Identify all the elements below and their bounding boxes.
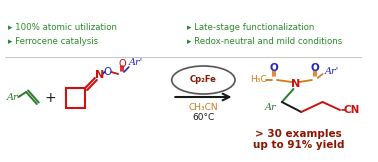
Text: ▸ Redox-neutral and mild conditions: ▸ Redox-neutral and mild conditions <box>187 37 342 46</box>
Text: Cp₂Fe: Cp₂Fe <box>190 75 217 85</box>
Text: N: N <box>291 79 300 89</box>
Text: Ar': Ar' <box>129 58 143 68</box>
Text: O: O <box>270 63 279 73</box>
Text: O: O <box>310 63 319 73</box>
Text: ▸ Ferrocene catalysis: ▸ Ferrocene catalysis <box>8 37 98 46</box>
Text: +: + <box>45 91 56 105</box>
Text: Ar: Ar <box>265 104 276 112</box>
Text: 60°C: 60°C <box>192 114 215 122</box>
Text: O: O <box>118 59 126 69</box>
Text: up to 91% yield: up to 91% yield <box>253 140 344 150</box>
Text: ▸ Late-stage functionalization: ▸ Late-stage functionalization <box>187 23 314 31</box>
Text: ▸ 100% atomic utilization: ▸ 100% atomic utilization <box>8 23 117 31</box>
Text: O: O <box>104 67 112 77</box>
Text: H₃C: H₃C <box>250 75 267 85</box>
Text: Ar': Ar' <box>325 68 339 76</box>
Text: N: N <box>95 70 104 80</box>
Text: CH₃CN: CH₃CN <box>189 104 218 112</box>
Text: Ar: Ar <box>7 93 19 102</box>
Text: CN: CN <box>343 105 360 115</box>
Text: > 30 examples: > 30 examples <box>255 129 342 139</box>
